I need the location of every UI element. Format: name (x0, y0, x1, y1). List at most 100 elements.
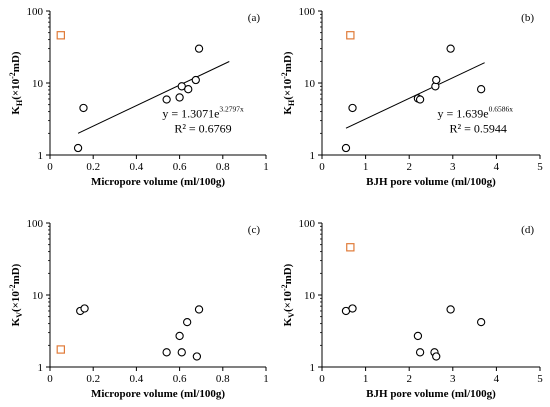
x-tick-label: 3 (450, 373, 456, 385)
x-axis-title: BJH pore volume (ml/100g) (366, 176, 496, 188)
x-tick-label: 0.8 (216, 161, 230, 173)
data-point (194, 44, 204, 53)
x-tick-label: 0.6 (173, 373, 187, 385)
x-tick-label: 0 (47, 373, 53, 385)
data-point (446, 44, 455, 53)
trend-line (77, 61, 230, 134)
x-tick-label: 1 (363, 161, 369, 173)
data-point (348, 103, 357, 113)
y-axis-title-base: K (282, 106, 294, 115)
x-tick-label: 1 (263, 373, 269, 385)
x-tick-label: 0 (319, 373, 325, 385)
equation-text: y = 1.639e0.6586x (438, 105, 514, 121)
y-tick-label: 1 (310, 150, 316, 162)
data-point (80, 304, 89, 313)
y-axis-title-end: mD) (282, 263, 294, 284)
data-point (175, 93, 184, 102)
x-axis-title: Micropore volume (ml/100g) (91, 176, 225, 188)
data-point (183, 317, 192, 327)
chart-panel: 0 0.2 0.4 0.6 0.8 1 1 10 100 (a) Micropore volume … (8, 6, 269, 188)
data-point (175, 331, 184, 341)
equation-exponent: 0.6586x (489, 105, 514, 114)
panel-label: (a) (248, 12, 261, 24)
x-axis-title: Micropore volume (ml/100g) (91, 388, 225, 400)
data-point (192, 352, 202, 361)
y-axis-title-end: mD) (10, 263, 22, 284)
chart-panel: 0 0.2 0.4 0.6 0.8 1 1 10 100 (c) Micropore volume … (8, 218, 269, 400)
data-point (191, 75, 200, 85)
x-tick-label: 3 (450, 161, 456, 173)
y-axis-title-sub: V (15, 312, 24, 318)
x-tick-label: 4 (494, 161, 500, 173)
y-axis-title-base: K (282, 317, 294, 326)
outlier-point (56, 31, 66, 40)
x-tick-label: 0 (319, 161, 325, 173)
y-axis-title-end: mD) (10, 51, 22, 72)
equation-prefix: y = 1.639e (438, 107, 489, 121)
equation-prefix: y = 1.3071e (162, 107, 219, 121)
r-squared-text: R² = 0.6769 (174, 122, 231, 136)
data-point (415, 95, 425, 104)
data-point (341, 143, 351, 153)
outlier-point (56, 345, 66, 354)
y-axis-title-sup: -2 (280, 72, 289, 79)
data-point (73, 143, 83, 153)
x-tick-label: 5 (537, 373, 543, 385)
y-axis-title: KV(×10-2mD) (280, 263, 296, 326)
panel-label: (c) (248, 224, 261, 236)
y-tick-label: 10 (304, 78, 316, 90)
data-point (432, 75, 441, 85)
panel-label: (b) (521, 12, 534, 24)
y-axis-title-rest: (×10 (10, 291, 22, 312)
data-point (79, 103, 88, 113)
y-axis-title: KH(×10-2mD) (280, 51, 296, 115)
x-tick-label: 5 (537, 161, 543, 173)
y-axis-title-sup: -2 (280, 284, 289, 291)
y-axis-title-base: K (10, 317, 22, 326)
data-point (476, 317, 486, 327)
y-tick-label: 10 (32, 78, 44, 90)
data-point (476, 85, 486, 94)
y-tick-label: 1 (38, 150, 44, 162)
y-tick-label: 100 (27, 6, 44, 18)
data-point (415, 348, 425, 357)
y-axis-title: KV(×10-2mD) (8, 263, 24, 326)
y-tick-label: 10 (304, 290, 316, 302)
y-axis-title-sub: H (287, 99, 296, 106)
data-point (162, 95, 171, 104)
x-tick-label: 4 (494, 373, 500, 385)
y-axis-title-end: mD) (282, 51, 294, 72)
x-tick-label: 2 (406, 373, 412, 385)
y-axis-title-sup: -2 (8, 284, 17, 291)
r-squared-text: R² = 0.5944 (450, 122, 507, 136)
equation-text: y = 1.3071e3.2797x (162, 105, 244, 121)
data-point (162, 348, 171, 357)
x-tick-label: 0 (47, 161, 53, 173)
x-tick-label: 1 (363, 373, 369, 385)
equation-exponent: 3.2797x (219, 105, 244, 114)
y-axis-title-rest: (×10 (282, 78, 294, 99)
y-tick-label: 10 (32, 290, 44, 302)
data-point (184, 85, 193, 94)
outlier-point (346, 243, 355, 252)
y-axis-title-rest: (×10 (282, 291, 294, 312)
data-point (348, 304, 357, 313)
data-point (432, 352, 441, 361)
x-axis-title: BJH pore volume (ml/100g) (366, 388, 496, 400)
y-tick-label: 1 (310, 362, 316, 374)
x-tick-label: 0.8 (216, 373, 230, 385)
x-tick-label: 0.6 (173, 161, 187, 173)
x-tick-label: 1 (263, 161, 269, 173)
x-tick-label: 0.2 (86, 161, 100, 173)
y-tick-label: 100 (27, 218, 44, 230)
x-tick-label: 2 (406, 161, 412, 173)
y-axis-title-sup: -2 (8, 72, 17, 79)
data-point (194, 305, 204, 314)
y-axis-title: KH(×10-2mD) (8, 51, 24, 115)
y-axis-title-sub: H (15, 99, 24, 106)
y-axis-title-rest: (×10 (10, 78, 22, 99)
y-axis-title-sub: V (287, 312, 296, 318)
